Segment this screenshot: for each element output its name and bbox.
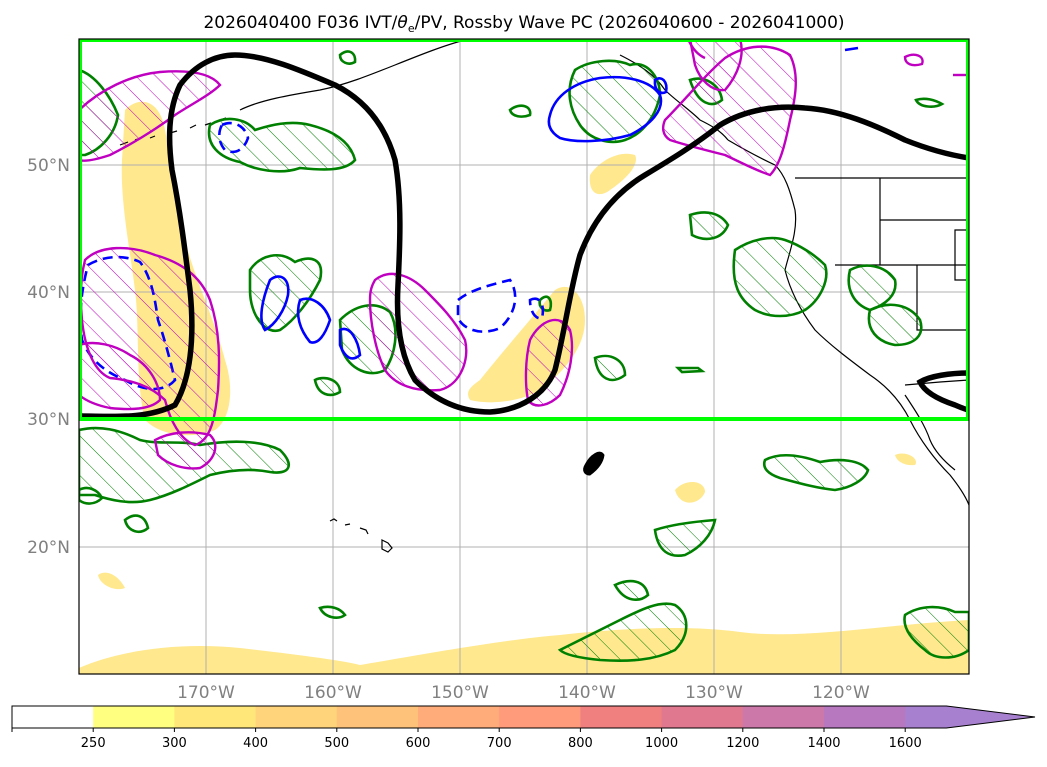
colorbar-label: 700 [487,736,512,751]
pv-small-4 [318,605,347,619]
pv-area-2 [207,117,357,173]
pv-small-2 [338,50,357,65]
figure-title: 2026040400 F036 IVT/θe/PV, Rossby Wave P… [203,13,844,35]
map-panel [79,39,969,674]
pv-area-12 [557,602,688,662]
theta-e-area-4 [368,272,468,392]
colorbar-segment [742,706,825,728]
ivt-patch-north [589,153,636,195]
hawaii-islands [329,518,393,553]
colorbar-label: 800 [568,736,593,751]
colorbar-segment [174,706,257,728]
ivt-patch-3 [895,453,916,466]
theta-e-area-1 [79,70,222,162]
ivt-patch-1 [675,481,705,503]
pv-small-5 [674,366,706,374]
pv-area-11 [653,518,717,557]
colorbar-label: 500 [324,736,349,751]
pv-area-18 [593,354,627,382]
colorbar-segment [661,706,744,728]
rossby-wave-south-east [916,370,969,413]
colorbar-segment [336,706,419,728]
colorbar-segment [824,706,906,728]
colorbar-segment [12,706,94,728]
pv-positive-contours [79,59,969,662]
pv-area-8 [867,303,923,347]
ivt-patch-2 [98,572,125,590]
pv-neg-dashed-3 [218,121,250,154]
pv-area-14 [613,579,650,601]
pv-neg-solid-4 [338,327,362,360]
pv-small-3 [123,514,150,534]
colorbar-label: 300 [162,736,187,751]
pv-area-16 [688,211,730,241]
colorbar-segment [93,706,175,728]
lon-label-120w: 120°W [812,683,870,703]
pv-area-13 [903,605,969,659]
colorbar-label: 400 [243,736,268,751]
longitude-labels: 170°W 160°W 150°W 140°W 130°W 120°W [177,683,870,703]
colorbar-label: 1600 [889,736,922,751]
lat-label-30: 30°N [27,410,70,430]
colorbar-segment [418,706,500,728]
pv-area-6 [732,236,828,318]
lon-label-150w: 150°W [431,683,489,703]
colorbar-label: 600 [406,736,431,751]
theta-e-area-8 [153,431,217,470]
ivt-colorbar: 250 300 400 500 600 700 800 1000 1200 1400 1600 [11,705,1036,751]
pv-small-contours [79,50,945,619]
lat-label-50: 50°N [27,156,70,176]
pv-neg-solid-3 [296,297,332,344]
north-america-west-coast [727,139,969,506]
colorbar-extend-arrow [905,706,1035,728]
pv-small-6 [914,97,945,108]
analysis-region-box [79,39,969,421]
lat-label-20: 20°N [27,538,70,558]
theta-e-area-7 [688,39,743,92]
lon-label-140w: 140°W [558,683,616,703]
pv-small-7 [79,486,104,505]
colorbar-segment [580,706,663,728]
us-mexico-border [904,379,969,386]
pv-neg-solid-1 [547,75,663,143]
colorbar-segment [255,706,338,728]
lat-label-40: 40°N [27,283,70,303]
ivt-band-south [79,620,969,674]
pv-small-8 [538,295,553,312]
alaska-coast [239,39,466,111]
colorbar-label: 1200 [726,736,759,751]
colorbar-outline [11,705,1036,729]
map-frame [78,38,970,675]
rossby-wave-blob [583,451,605,476]
rossby-wave-main [79,52,969,420]
pv-neg-solid-5 [653,77,668,95]
pv-neg-dashed-2 [456,278,517,333]
lon-label-130w: 130°W [685,683,743,703]
colorbar-label: 1400 [807,736,840,751]
theta-e-area-3 [79,341,162,411]
pv-neg-solid-2 [260,275,290,332]
baja-california-coast [904,394,956,471]
pv-neg-dashed-4 [528,297,545,320]
colorbar-segment [499,706,581,728]
colorbar-label: 1000 [645,736,678,751]
pv-area-10 [762,453,870,492]
lon-label-170w: 170°W [177,683,235,703]
rossby-wave-contours [79,52,969,476]
latitude-labels: 50°N 40°N 30°N 20°N [27,156,70,558]
theta-e-small-1 [903,53,924,67]
pv-neg-solid-6 [844,46,859,52]
pv-small-1 [508,104,532,118]
pv-area-17 [313,376,342,397]
pv-area-7 [847,264,897,312]
colorbar-label: 250 [81,736,106,751]
lon-label-160w: 160°W [304,683,362,703]
